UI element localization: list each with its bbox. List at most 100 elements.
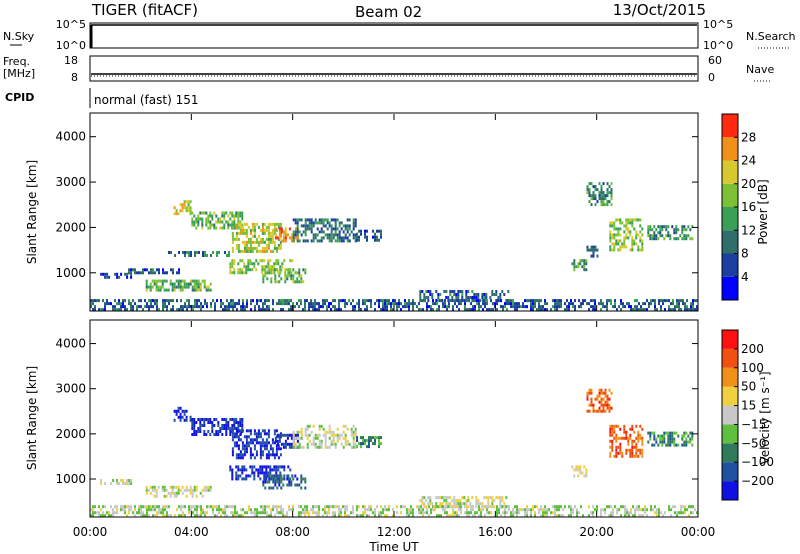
velocity-cell bbox=[193, 418, 196, 421]
velocity-cell bbox=[450, 505, 452, 509]
velocity-cell bbox=[368, 445, 370, 449]
power-cell bbox=[683, 234, 686, 238]
velocity-cell bbox=[199, 430, 202, 433]
velocity-cell bbox=[608, 514, 610, 518]
velocity-cell bbox=[352, 511, 354, 515]
power-cell bbox=[212, 299, 214, 303]
velocity-cell bbox=[153, 488, 156, 492]
velocity-cell bbox=[334, 505, 336, 509]
power-cell bbox=[678, 308, 680, 312]
velocity-cell bbox=[237, 421, 240, 424]
power-cell bbox=[342, 224, 345, 228]
power-cell bbox=[168, 302, 170, 306]
velocity-cell bbox=[310, 508, 312, 512]
velocity-cell bbox=[175, 494, 178, 498]
power-region-2 bbox=[145, 279, 212, 292]
velocity-cell bbox=[235, 429, 238, 433]
power-cell bbox=[296, 218, 299, 222]
velocity-cell bbox=[241, 444, 244, 448]
velocity-cell bbox=[233, 435, 236, 439]
velocity-cell bbox=[483, 505, 486, 509]
power-cell bbox=[219, 226, 222, 230]
velocity-cell bbox=[199, 491, 202, 495]
power-cell bbox=[132, 268, 134, 272]
velocity-cell bbox=[606, 400, 609, 404]
power-cell bbox=[114, 305, 116, 309]
power-heatmap bbox=[90, 182, 698, 312]
velocity-cell bbox=[604, 394, 607, 398]
velocity-cell bbox=[687, 440, 690, 444]
power-cell bbox=[388, 299, 390, 303]
power-cell bbox=[530, 302, 532, 306]
velocity-cell bbox=[177, 415, 180, 419]
velocity-cell bbox=[486, 511, 488, 515]
velocity-cell bbox=[189, 485, 192, 489]
velocity-cell bbox=[324, 505, 326, 509]
power-cell bbox=[611, 221, 614, 225]
velocity-cell bbox=[642, 508, 644, 512]
power-cell bbox=[637, 233, 640, 237]
velocity-cell bbox=[617, 424, 620, 428]
power-cell bbox=[586, 185, 589, 189]
power-cell bbox=[449, 290, 452, 293]
velocity-cell bbox=[338, 505, 340, 509]
power-cell bbox=[376, 299, 378, 303]
velocity-cell bbox=[168, 505, 170, 509]
power-cell bbox=[204, 251, 206, 254]
velocity-cell bbox=[486, 508, 488, 512]
velocity-cell bbox=[447, 502, 450, 506]
time-tick-label: 04:00 bbox=[174, 525, 209, 539]
velocity-cell bbox=[236, 514, 238, 518]
velocity-cell bbox=[670, 508, 672, 512]
velocity-cell bbox=[530, 508, 532, 512]
power-cell bbox=[232, 299, 234, 303]
velocity-cell bbox=[302, 511, 304, 515]
power-cell bbox=[170, 251, 172, 254]
power-cell bbox=[546, 302, 548, 306]
power-cell bbox=[257, 249, 260, 253]
power-cell bbox=[594, 185, 597, 189]
velocity-cell bbox=[191, 418, 194, 421]
power-cell bbox=[478, 305, 480, 309]
velocity-region-14 bbox=[609, 424, 644, 458]
velocity-cell bbox=[344, 511, 346, 515]
velocity-cell bbox=[348, 514, 350, 518]
power-cell bbox=[621, 221, 624, 225]
power-cell bbox=[197, 288, 200, 292]
velocity-cell bbox=[350, 433, 353, 437]
power-cell bbox=[274, 227, 277, 231]
power-cell bbox=[530, 308, 532, 312]
velocity-cell bbox=[499, 496, 502, 500]
velocity-cell bbox=[240, 514, 242, 518]
power-cell bbox=[279, 222, 282, 226]
velocity-cell bbox=[282, 477, 285, 481]
velocity-cell bbox=[516, 511, 518, 515]
velocity-cell bbox=[241, 465, 244, 469]
power-cell bbox=[344, 302, 346, 306]
power-cell bbox=[602, 302, 604, 306]
velocity-cell bbox=[286, 442, 289, 446]
velocity-cell bbox=[445, 496, 448, 500]
power-cell bbox=[294, 233, 297, 237]
velocity-cell bbox=[687, 434, 690, 438]
velocity-cell bbox=[406, 511, 408, 515]
power-cell bbox=[290, 239, 293, 243]
velocity-cell bbox=[438, 505, 440, 509]
power-cell bbox=[232, 302, 234, 306]
power-cell bbox=[606, 191, 609, 195]
power-cell bbox=[448, 305, 450, 309]
velocity-cell bbox=[364, 508, 366, 512]
power-cell bbox=[374, 235, 376, 239]
velocity-cell bbox=[376, 505, 378, 509]
power-cell bbox=[205, 220, 208, 224]
power-cell bbox=[231, 214, 234, 218]
power-cell bbox=[514, 305, 516, 309]
velocity-cell bbox=[280, 511, 282, 515]
velocity-cell bbox=[686, 508, 688, 512]
velocity-cell bbox=[262, 483, 265, 487]
power-cell bbox=[544, 302, 546, 306]
velocity-cell bbox=[227, 421, 230, 424]
velocity-cell bbox=[362, 511, 364, 515]
power-cell bbox=[675, 237, 678, 241]
power-cell bbox=[259, 240, 262, 244]
